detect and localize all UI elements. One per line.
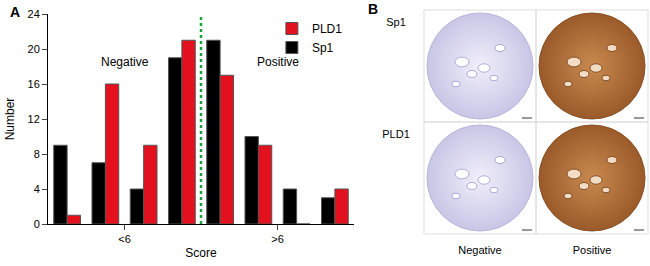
svg-text:20: 20 xyxy=(28,43,40,55)
svg-text:4: 4 xyxy=(34,183,40,195)
svg-text:<6: <6 xyxy=(118,233,131,245)
svg-text:Positive: Positive xyxy=(257,55,299,69)
svg-text:Score: Score xyxy=(185,246,217,260)
svg-text:PLD1: PLD1 xyxy=(382,128,410,140)
svg-text:A: A xyxy=(10,4,20,20)
svg-text:12: 12 xyxy=(28,113,40,125)
svg-text:24: 24 xyxy=(28,8,40,20)
svg-text:Negative: Negative xyxy=(458,244,501,256)
svg-text:>6: >6 xyxy=(271,233,284,245)
svg-text:Sp1: Sp1 xyxy=(312,41,334,55)
svg-text:PLD1: PLD1 xyxy=(312,22,342,36)
svg-text:Number: Number xyxy=(3,98,17,141)
svg-text:16: 16 xyxy=(28,78,40,90)
svg-text:8: 8 xyxy=(34,148,40,160)
svg-text:0: 0 xyxy=(34,218,40,230)
svg-text:B: B xyxy=(368,1,378,17)
svg-text:Negative: Negative xyxy=(101,55,149,69)
svg-text:Positive: Positive xyxy=(573,244,612,256)
svg-text:Sp1: Sp1 xyxy=(386,16,406,28)
